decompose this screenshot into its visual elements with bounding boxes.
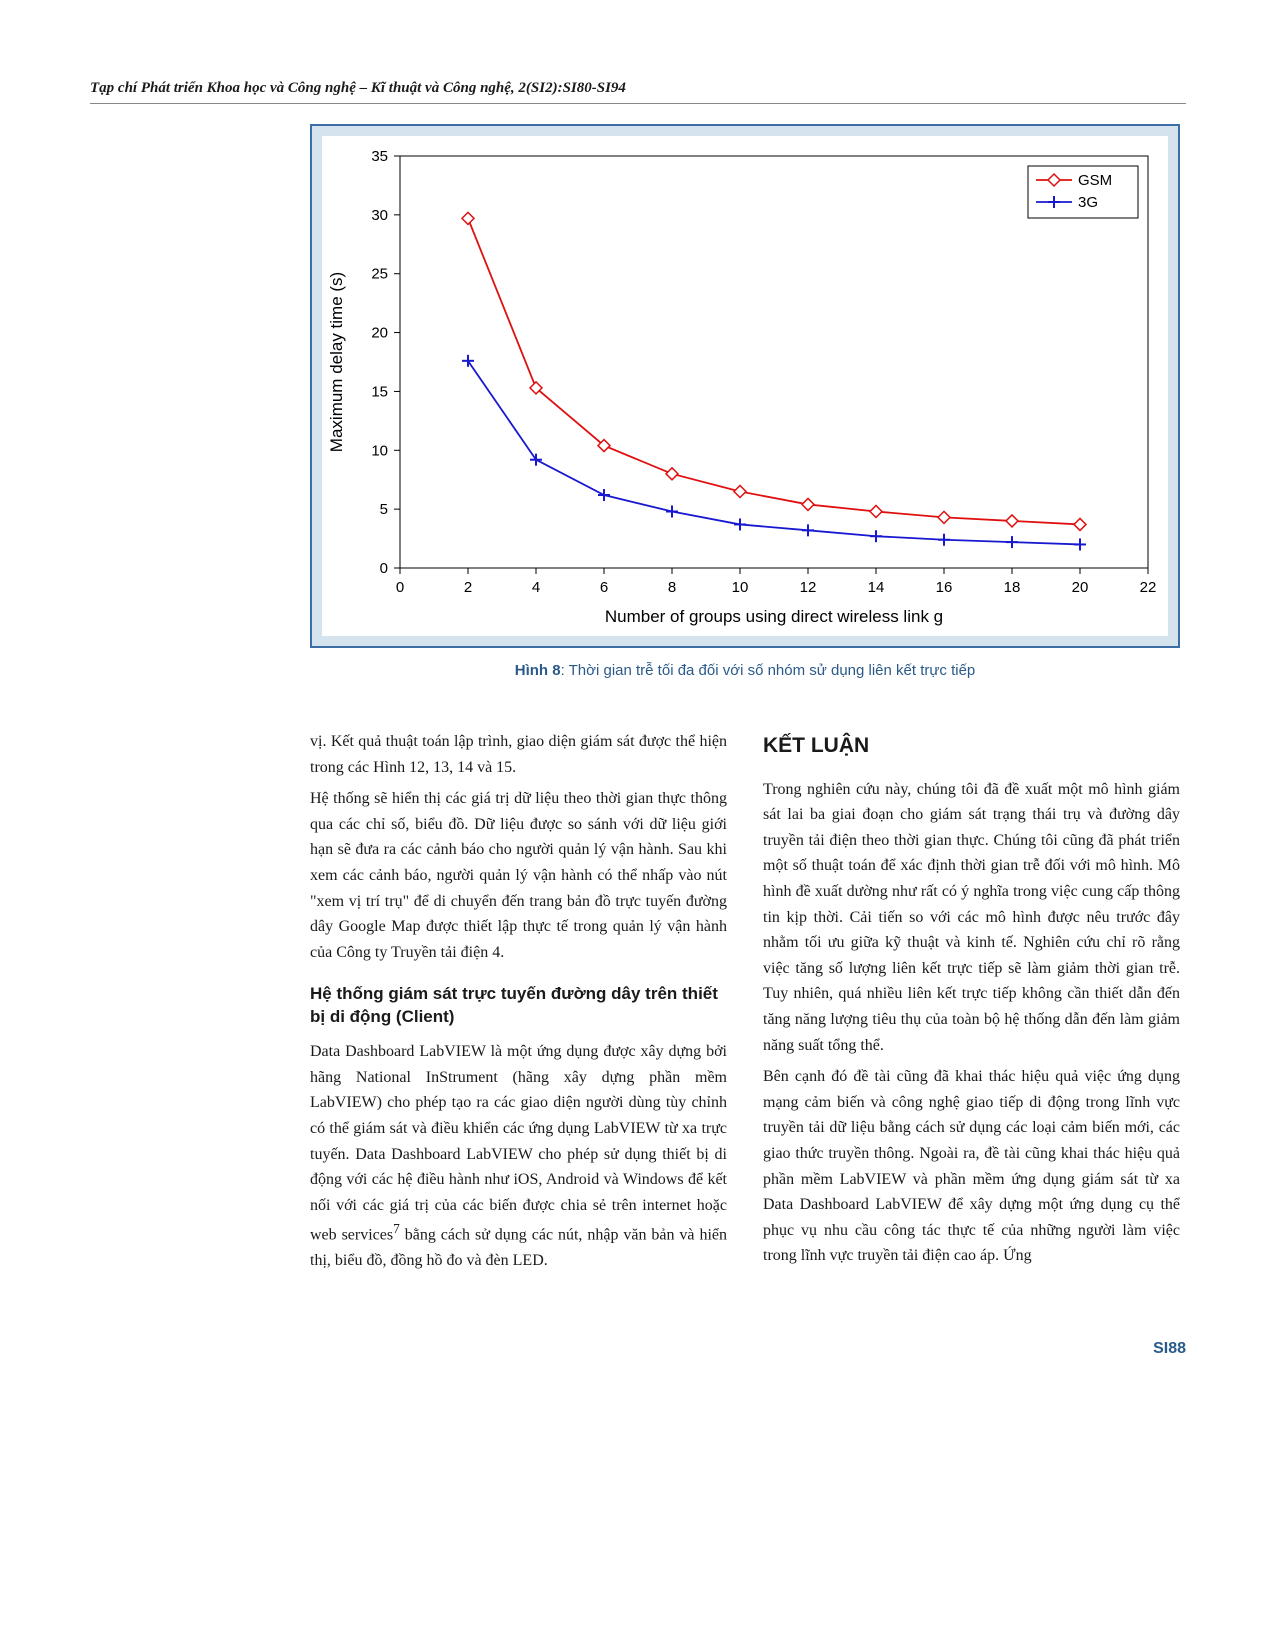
paragraph: vị. Kết quả thuật toán lập trình, giao d… — [310, 729, 727, 780]
journal-header: Tạp chí Phát triển Khoa học và Công nghệ… — [90, 80, 1186, 104]
svg-text:14: 14 — [868, 579, 885, 596]
svg-text:8: 8 — [668, 579, 676, 596]
section-heading: KẾT LUẬN — [763, 729, 1180, 763]
svg-text:35: 35 — [371, 148, 388, 165]
svg-text:2: 2 — [464, 579, 472, 596]
paragraph: Data Dashboard LabVIEW là một ứng dụng đ… — [310, 1039, 727, 1274]
svg-text:Number of groups using direct: Number of groups using direct wireless l… — [605, 607, 943, 626]
left-column: vị. Kết quả thuật toán lập trình, giao d… — [310, 729, 727, 1280]
svg-text:10: 10 — [371, 442, 388, 459]
page-number: SI88 — [90, 1340, 1186, 1358]
svg-text:15: 15 — [371, 383, 388, 400]
svg-text:18: 18 — [1004, 579, 1021, 596]
citation-superscript: 7 — [393, 1221, 400, 1236]
svg-text:3G: 3G — [1078, 194, 1098, 211]
svg-text:Maximum delay time (s): Maximum delay time (s) — [327, 272, 346, 452]
svg-text:25: 25 — [371, 266, 388, 283]
paragraph: Trong nghiên cứu này, chúng tôi đã đề xu… — [763, 777, 1180, 1059]
svg-text:22: 22 — [1140, 579, 1157, 596]
subsection-heading: Hệ thống giám sát trực tuyến đường dây t… — [310, 983, 727, 1029]
paragraph: Bên cạnh đó đề tài cũng đã khai thác hiệ… — [763, 1064, 1180, 1269]
svg-text:0: 0 — [380, 560, 388, 577]
chart-svg: 0 2 4 6 8 10 12 14 16 18 20 22 0 5 10 15 20 25 30 35 Number … — [322, 136, 1168, 636]
two-column-body: vị. Kết quả thuật toán lập trình, giao d… — [310, 729, 1180, 1280]
figure-8: 0 2 4 6 8 10 12 14 16 18 20 22 0 5 10 15 20 25 30 35 Number … — [310, 124, 1180, 679]
right-column: KẾT LUẬN Trong nghiên cứu này, chúng tôi… — [763, 729, 1180, 1280]
svg-text:0: 0 — [396, 579, 404, 596]
svg-text:12: 12 — [800, 579, 817, 596]
figure-caption-label: Hình 8 — [515, 662, 561, 679]
svg-text:20: 20 — [1072, 579, 1089, 596]
svg-text:10: 10 — [732, 579, 749, 596]
svg-text:16: 16 — [936, 579, 953, 596]
paragraph: Hệ thống sẽ hiển thị các giá trị dữ liệu… — [310, 786, 727, 965]
svg-text:6: 6 — [600, 579, 608, 596]
svg-text:20: 20 — [371, 325, 388, 342]
paragraph-text: Data Dashboard LabVIEW là một ứng dụng đ… — [310, 1043, 727, 1243]
svg-text:5: 5 — [380, 501, 388, 518]
svg-text:GSM: GSM — [1078, 172, 1112, 189]
figure-caption: Hình 8: Thời gian trễ tối đa đối với số … — [310, 662, 1180, 679]
svg-text:4: 4 — [532, 579, 540, 596]
svg-text:30: 30 — [371, 207, 388, 224]
chart-panel: 0 2 4 6 8 10 12 14 16 18 20 22 0 5 10 15 20 25 30 35 Number … — [310, 124, 1180, 648]
figure-caption-text: : Thời gian trễ tối đa đối với số nhóm s… — [561, 662, 976, 679]
